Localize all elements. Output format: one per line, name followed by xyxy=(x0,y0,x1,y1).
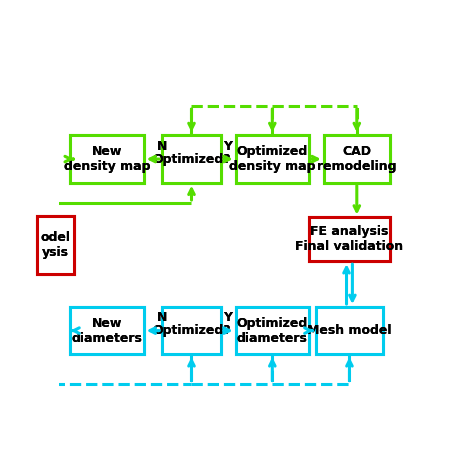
Text: odel
ysis: odel ysis xyxy=(41,231,71,259)
Text: Optimized?: Optimized? xyxy=(152,324,231,337)
Text: N: N xyxy=(156,140,167,153)
Text: CAD
remodeling: CAD remodeling xyxy=(317,145,397,173)
Bar xyxy=(70,136,144,183)
Text: FE analysis
Final validation: FE analysis Final validation xyxy=(295,225,403,254)
Bar xyxy=(162,136,221,183)
Bar xyxy=(236,136,309,183)
Bar xyxy=(309,218,390,261)
Bar xyxy=(236,136,309,183)
Bar xyxy=(309,218,390,261)
Text: Optimized
density map: Optimized density map xyxy=(229,145,316,173)
Bar xyxy=(317,307,383,355)
Text: N: N xyxy=(156,140,167,153)
Bar xyxy=(317,307,383,355)
Bar xyxy=(37,216,74,274)
Text: Optimized?: Optimized? xyxy=(152,153,231,165)
Bar xyxy=(70,307,144,355)
Text: New
density map: New density map xyxy=(64,145,150,173)
Text: Optimized
diameters: Optimized diameters xyxy=(237,317,308,345)
Text: CAD
remodeling: CAD remodeling xyxy=(317,145,397,173)
Text: N: N xyxy=(156,311,167,325)
Text: Y: Y xyxy=(223,140,232,153)
Text: Y: Y xyxy=(223,140,232,153)
Text: Mesh model: Mesh model xyxy=(307,324,392,337)
Text: N: N xyxy=(156,311,167,325)
Text: New
diameters: New diameters xyxy=(72,317,143,345)
Bar xyxy=(162,307,221,355)
Text: odel
ysis: odel ysis xyxy=(41,231,71,259)
Bar xyxy=(70,307,144,355)
Bar xyxy=(162,136,221,183)
Text: Optimized?: Optimized? xyxy=(152,324,231,337)
Text: New
diameters: New diameters xyxy=(72,317,143,345)
Bar xyxy=(37,216,74,274)
Text: Y: Y xyxy=(223,311,232,325)
Bar xyxy=(324,136,390,183)
Bar xyxy=(324,136,390,183)
Text: Optimized
density map: Optimized density map xyxy=(229,145,316,173)
Text: FE analysis
Final validation: FE analysis Final validation xyxy=(295,225,403,254)
Bar xyxy=(236,307,309,355)
Bar xyxy=(70,136,144,183)
Text: Mesh model: Mesh model xyxy=(307,324,392,337)
Text: Optimized?: Optimized? xyxy=(152,153,231,165)
Bar xyxy=(236,307,309,355)
Text: New
density map: New density map xyxy=(64,145,150,173)
Text: Optimized
diameters: Optimized diameters xyxy=(237,317,308,345)
Text: Y: Y xyxy=(223,311,232,325)
Bar xyxy=(162,307,221,355)
